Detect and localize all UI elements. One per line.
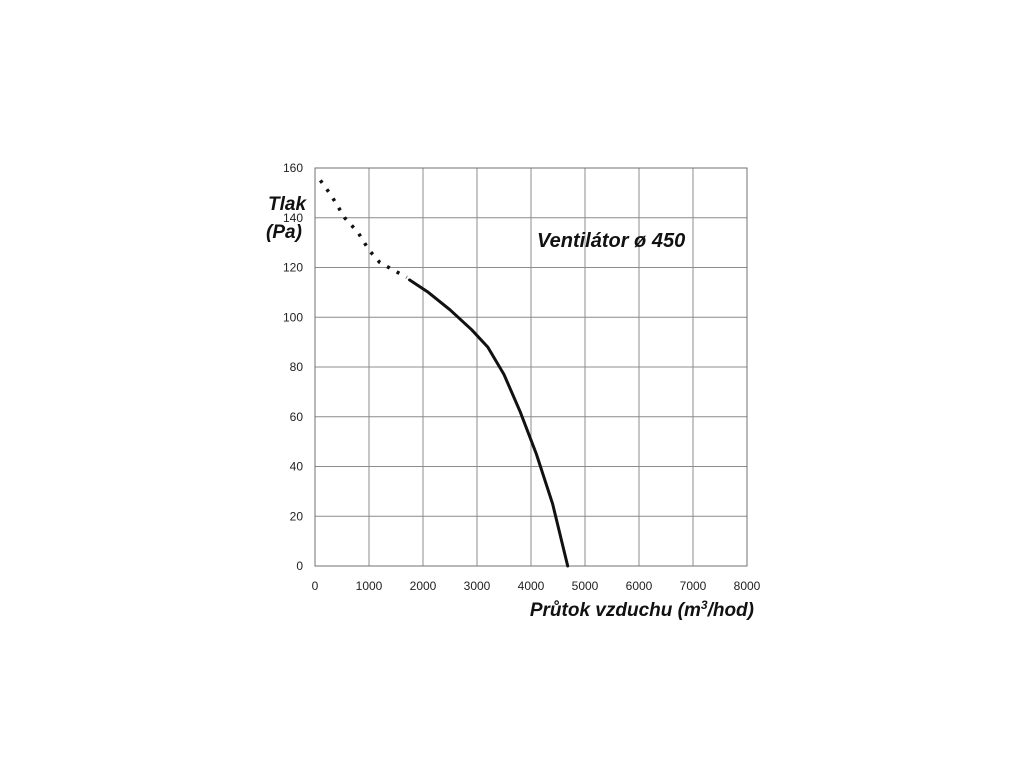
x-axis-label: Průtok vzduchu (m3/hod) xyxy=(530,598,754,621)
y-axis-label-line1: Tlak xyxy=(268,194,307,215)
y-tick-labels: 0 20 40 60 80 100 120 140 160 xyxy=(283,161,303,573)
y-tick-label: 80 xyxy=(290,360,304,374)
y-axis-label-line2: (Pa) xyxy=(266,222,302,243)
y-tick-label: 120 xyxy=(283,261,303,275)
x-tick-label: 3000 xyxy=(464,579,491,593)
y-tick-label: 20 xyxy=(290,509,304,523)
series-line-solid xyxy=(408,278,570,568)
y-tick-label: 140 xyxy=(283,211,303,225)
x-axis-label-superscript: 3 xyxy=(701,598,708,612)
y-tick-label: 160 xyxy=(283,161,303,175)
x-tick-label: 8000 xyxy=(734,579,761,593)
x-tick-label: 2000 xyxy=(410,579,437,593)
x-tick-label: 4000 xyxy=(518,579,545,593)
x-tick-labels: 0 1000 2000 3000 4000 5000 6000 7000 8000 xyxy=(312,579,761,593)
y-tick-label: 0 xyxy=(296,559,303,573)
y-tick-label: 100 xyxy=(283,310,303,324)
grid xyxy=(314,167,748,567)
x-tick-label: 6000 xyxy=(626,579,653,593)
x-tick-label: 0 xyxy=(312,579,319,593)
series-lines xyxy=(318,179,570,568)
x-tick-label: 5000 xyxy=(572,579,599,593)
chart-annotation: Ventilátor ø 450 xyxy=(537,230,685,252)
x-axis-label-text: Průtok vzduchu (m xyxy=(530,600,701,621)
y-tick-label: 40 xyxy=(290,460,304,474)
y-tick-label: 60 xyxy=(290,410,304,424)
plot-frame xyxy=(314,167,748,567)
series-line-dotted xyxy=(318,179,408,279)
x-tick-label: 1000 xyxy=(356,579,383,593)
x-tick-label: 7000 xyxy=(680,579,707,593)
x-axis-label-end: /hod) xyxy=(707,600,754,621)
